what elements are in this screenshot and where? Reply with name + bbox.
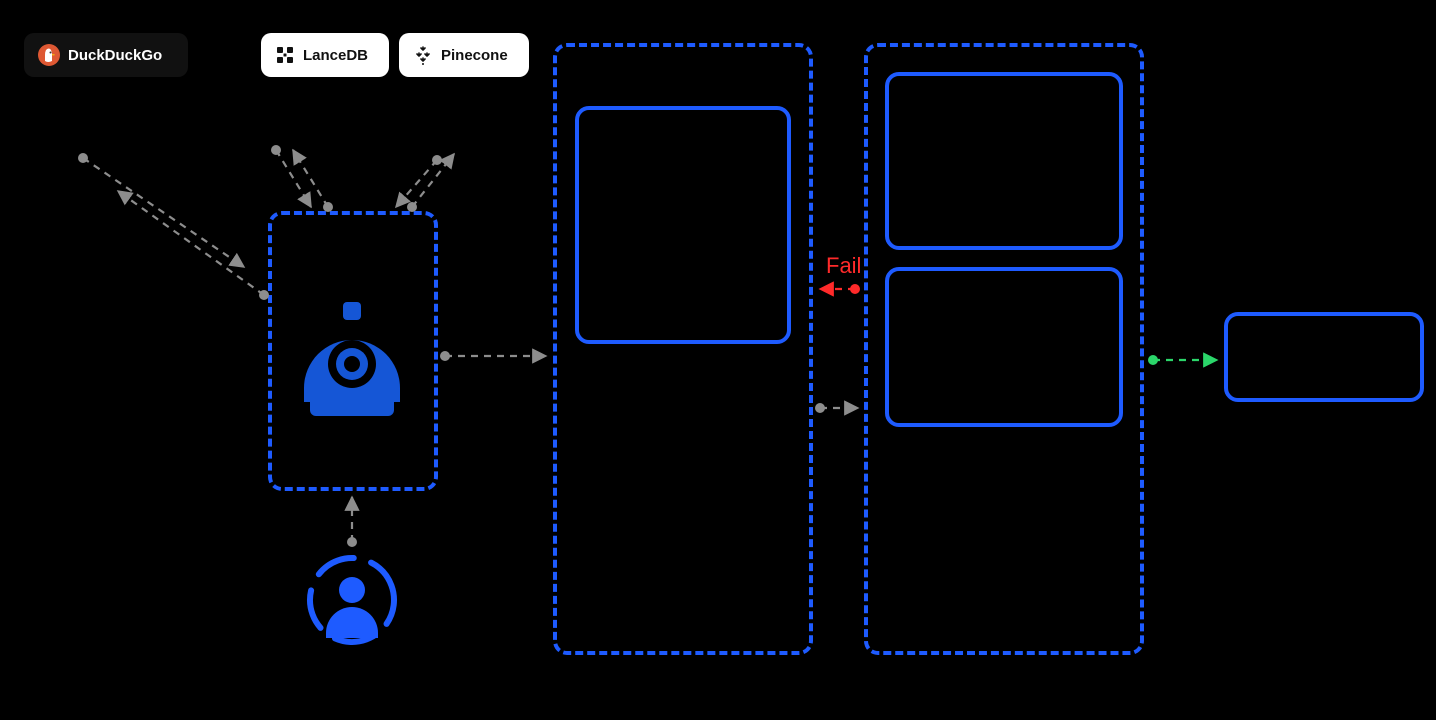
edge-ddg-to-agent-out	[83, 158, 244, 267]
edge-dot-pinecone-out	[432, 155, 442, 165]
edge-dot-ddg-to-agent-out	[78, 153, 88, 163]
output-box	[1224, 312, 1424, 402]
edge-pinecone-out	[396, 160, 437, 207]
badge-pinecone: Pinecone	[399, 33, 529, 77]
edge-dot-fail-back	[850, 284, 860, 294]
badge-duckduckgo: DuckDuckGo	[24, 33, 188, 77]
edge-dot-mid-to-right	[815, 403, 825, 413]
edge-dot-agent-to-mid	[440, 351, 450, 361]
duckduckgo-icon	[38, 44, 60, 66]
edge-lancedb-out	[276, 150, 311, 207]
badge-lancedb-label: LanceDB	[303, 47, 368, 64]
diagram-stage: DuckDuckGo LanceDB	[0, 0, 1436, 720]
badge-pinecone-label: Pinecone	[441, 47, 508, 64]
pinecone-icon	[413, 45, 433, 65]
badge-lancedb: LanceDB	[261, 33, 389, 77]
fail-label: Fail	[826, 253, 861, 279]
badge-duckduckgo-label: DuckDuckGo	[68, 47, 162, 64]
right-top-box	[885, 72, 1123, 250]
edge-lancedb-in	[293, 150, 328, 207]
agent-box	[268, 211, 438, 491]
edge-dot-lancedb-out	[271, 145, 281, 155]
edge-pinecone-in	[412, 154, 454, 207]
right-bottom-box	[885, 267, 1123, 427]
lancedb-icon	[275, 45, 295, 65]
middle-inner-box	[575, 106, 791, 344]
edge-dot-right-to-output	[1148, 355, 1158, 365]
edge-dot-user-to-agent	[347, 537, 357, 547]
edge-ddg-to-agent-in	[118, 191, 264, 295]
